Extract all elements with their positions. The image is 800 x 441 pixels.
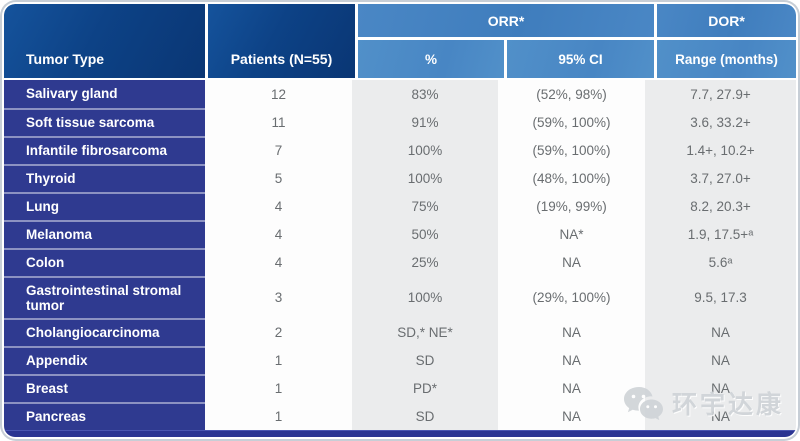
tumor-type-cell: Salivary gland [4, 80, 205, 108]
patients-count-cell: 12 [205, 80, 352, 108]
header-orr-percent: % [358, 40, 504, 78]
patients-count-cell: 2 [205, 318, 352, 346]
header-orr-label: ORR* [487, 12, 525, 29]
tumor-type-cell: Lung [4, 192, 205, 220]
tumor-type-cell: Infantile fibrosarcoma [4, 136, 205, 164]
header-orr-ci: 95% CI [507, 40, 654, 78]
tumor-type-cell: Thyroid [4, 164, 205, 192]
table-row: Colon 4 25% NA 5.6ᵃ [4, 248, 796, 276]
orr-percent-cell: 100% [352, 136, 498, 164]
orr-percent-cell: 100% [352, 276, 498, 318]
orr-ci-cell: (59%, 100%) [498, 108, 645, 136]
dor-range-cell: 7.7, 27.9+ [645, 80, 796, 108]
tumor-type-cell: Colon [4, 248, 205, 276]
tumor-type-cell: Melanoma [4, 220, 205, 248]
tumor-type-cell: Pancreas [4, 402, 205, 430]
table-row: Lung 4 75% (19%, 99%) 8.2, 20.3+ [4, 192, 796, 220]
orr-ci-cell: NA* [498, 220, 645, 248]
tumor-type-cell: Appendix [4, 346, 205, 374]
header-orr-percent-label: % [424, 51, 437, 67]
orr-ci-cell: (52%, 98%) [498, 80, 645, 108]
table-row: Pancreas 1 SD NA NA [4, 402, 796, 430]
tumor-type-cell: Soft tissue sarcoma [4, 108, 205, 136]
dor-range-cell: 5.6ᵃ [645, 248, 796, 276]
header-dor-range: Range (months) [657, 40, 796, 78]
patients-count-cell: 1 [205, 402, 352, 430]
header-orr-ci-label: 95% CI [558, 51, 603, 67]
dor-range-cell: NA [645, 402, 796, 430]
dor-range-cell: 9.5, 17.3 [645, 276, 796, 318]
header-patients: Patients (N=55) [208, 4, 355, 78]
orr-percent-cell: PD* [352, 374, 498, 402]
table-row: Gastrointestinal stromal tumor 3 100% (29%,… [4, 276, 796, 318]
table-inner: Tumor Type Patients (N=55) ORR* DOR* % 9… [4, 4, 796, 437]
orr-percent-cell: SD [352, 402, 498, 430]
table-row: Soft tissue sarcoma 11 91% (59%, 100%) 3.6, … [4, 108, 796, 136]
orr-ci-cell: NA [498, 374, 645, 402]
dor-range-cell: 1.4+, 10.2+ [645, 136, 796, 164]
dor-range-cell: 3.7, 27.0+ [645, 164, 796, 192]
patients-count-cell: 7 [205, 136, 352, 164]
patients-count-cell: 3 [205, 276, 352, 318]
orr-ci-cell: NA [498, 346, 645, 374]
orr-percent-cell: 100% [352, 164, 498, 192]
orr-ci-cell: (19%, 99%) [498, 192, 645, 220]
table-row: Cholangiocarcinoma 2 SD,* NE* NA NA [4, 318, 796, 346]
orr-ci-cell: (59%, 100%) [498, 136, 645, 164]
header-tumor-type: Tumor Type [4, 4, 205, 78]
patients-count-cell: 1 [205, 374, 352, 402]
orr-percent-cell: 75% [352, 192, 498, 220]
header-patients-label: Patients (N=55) [230, 51, 333, 67]
table-row: Infantile fibrosarcoma 7 100% (59%, 100%) 1.… [4, 136, 796, 164]
table-body: Salivary gland 12 83% (52%, 98%) 7.7, 27.9+ S… [4, 80, 796, 430]
patients-count-cell: 5 [205, 164, 352, 192]
table-row: Breast 1 PD* NA NA [4, 374, 796, 402]
dor-range-cell: 3.6, 33.2+ [645, 108, 796, 136]
orr-ci-cell: NA [498, 318, 645, 346]
tumor-type-cell: Breast [4, 374, 205, 402]
orr-percent-cell: SD [352, 346, 498, 374]
patients-count-cell: 4 [205, 248, 352, 276]
orr-ci-cell: NA [498, 402, 645, 430]
patients-count-cell: 11 [205, 108, 352, 136]
table-row: Appendix 1 SD NA NA [4, 346, 796, 374]
header-tumor-type-label: Tumor Type [26, 51, 105, 67]
header-dor-group: DOR* [657, 4, 796, 37]
tumor-type-cell: Cholangiocarcinoma [4, 318, 205, 346]
header-dor-label: DOR* [708, 12, 745, 29]
orr-percent-cell: 83% [352, 80, 498, 108]
dor-range-cell: 8.2, 20.3+ [645, 192, 796, 220]
tumor-type-cell: Gastrointestinal stromal tumor [4, 276, 205, 318]
orr-percent-cell: 50% [352, 220, 498, 248]
patients-count-cell: 4 [205, 220, 352, 248]
table-row: Thyroid 5 100% (48%, 100%) 3.7, 27.0+ [4, 164, 796, 192]
orr-ci-cell: (29%, 100%) [498, 276, 645, 318]
dor-range-cell: 1.9, 17.5+ᵃ [645, 220, 796, 248]
orr-percent-cell: SD,* NE* [352, 318, 498, 346]
table-header: Tumor Type Patients (N=55) ORR* DOR* % 9… [4, 4, 796, 78]
orr-ci-cell: NA [498, 248, 645, 276]
patients-count-cell: 4 [205, 192, 352, 220]
header-dor-range-label: Range (months) [675, 51, 778, 67]
bottom-bar [4, 430, 796, 437]
orr-percent-cell: 25% [352, 248, 498, 276]
dor-range-cell: NA [645, 346, 796, 374]
orr-ci-cell: (48%, 100%) [498, 164, 645, 192]
dor-range-cell: NA [645, 318, 796, 346]
header-orr-group: ORR* [358, 4, 654, 37]
dor-range-cell: NA [645, 374, 796, 402]
table-row: Salivary gland 12 83% (52%, 98%) 7.7, 27.9+ [4, 80, 796, 108]
table-row: Melanoma 4 50% NA* 1.9, 17.5+ᵃ [4, 220, 796, 248]
patients-count-cell: 1 [205, 346, 352, 374]
orr-percent-cell: 91% [352, 108, 498, 136]
